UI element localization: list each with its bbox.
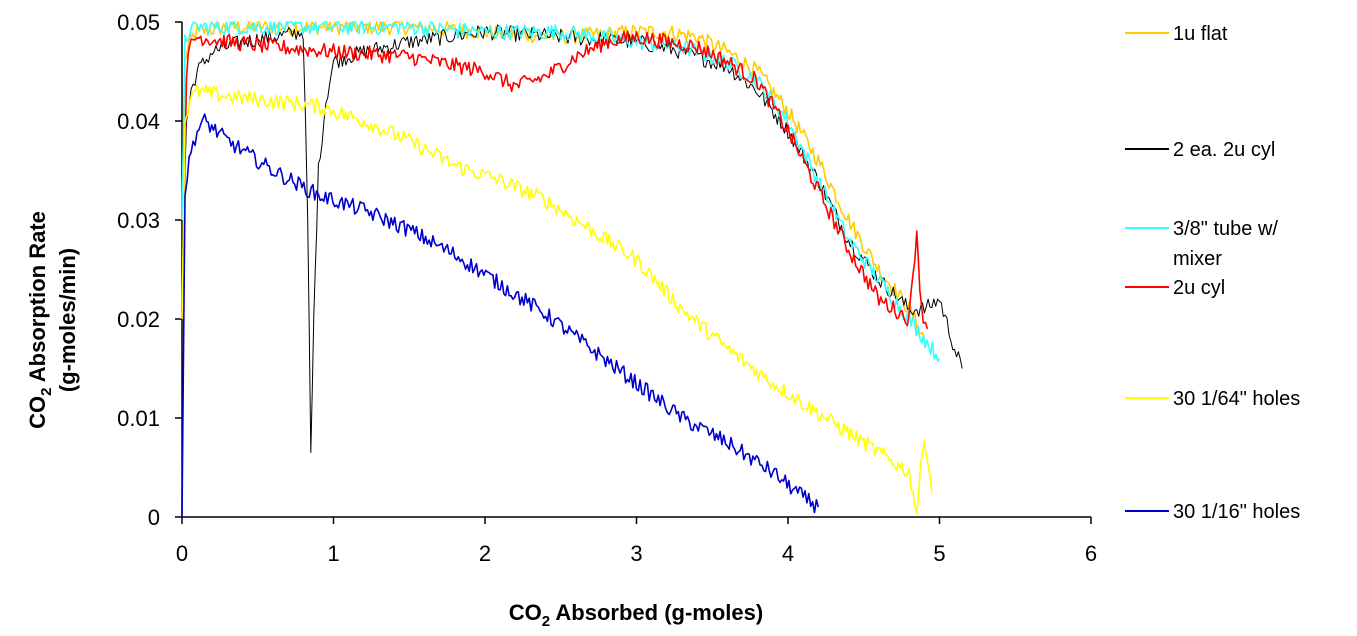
axes: [175, 21, 1092, 524]
x-axis-title: CO2 Absorbed (g-moles): [509, 600, 763, 630]
series-line-3: [181, 30, 929, 330]
legend-label: 30 1/16" holes: [1173, 501, 1300, 523]
y-tick-label: 0.05: [117, 10, 160, 35]
series-3: [181, 30, 929, 330]
tick-labels: 0 1 2 3 4 5 6 0 0.01 0.02 0.03 0.04 0.05: [117, 10, 1097, 566]
legend: 1u flat 2 ea. 2u cyl 3/8" tube w/mixer 2u c…: [1125, 23, 1300, 523]
x-tick-label: 3: [630, 541, 642, 566]
legend-label: 30 1/64" holes: [1173, 388, 1300, 410]
series-line-4: [181, 83, 933, 515]
y-axis-title-line1-post: Absorption Rate: [25, 211, 50, 387]
legend-item-3: 2u cyl: [1125, 277, 1225, 299]
x-tick-label: 6: [1085, 541, 1097, 566]
x-axis-title-post: Absorbed (g-moles): [550, 600, 763, 625]
y-tick-label: 0.04: [117, 109, 160, 134]
legend-item-2: 3/8" tube w/mixer: [1125, 218, 1278, 270]
legend-item-0: 1u flat: [1125, 23, 1228, 45]
svg-text:CO2 Absorption Rate: CO2 Absorption Rate: [25, 211, 55, 429]
series-line-1: [181, 24, 963, 454]
y-tick-label: 0.02: [117, 307, 160, 332]
series-line-5: [181, 113, 820, 518]
series-4: [181, 83, 933, 515]
legend-item-5: 30 1/16" holes: [1125, 501, 1300, 523]
y-axis-title-line2: (g-moles/min): [55, 248, 80, 392]
legend-item-1: 2 ea. 2u cyl: [1125, 139, 1275, 161]
legend-item-4: 30 1/64" holes: [1125, 388, 1300, 410]
series-1: [181, 24, 963, 454]
y-axis-title-line1-sub: 2: [38, 388, 55, 396]
x-tick-label: 5: [933, 541, 945, 566]
x-tick-label: 1: [327, 541, 339, 566]
legend-label: mixer: [1173, 248, 1222, 270]
x-axis-title-pre: CO: [509, 600, 542, 625]
legend-label: 2 ea. 2u cyl: [1173, 139, 1275, 161]
legend-label: 2u cyl: [1173, 277, 1225, 299]
y-axis-title: CO2 Absorption Rate (g-moles/min): [25, 211, 80, 429]
series-5: [181, 113, 820, 518]
y-tick-label: 0: [148, 505, 160, 530]
y-tick-label: 0.03: [117, 208, 160, 233]
x-tick-label: 0: [176, 541, 188, 566]
y-axis-title-line1-pre: CO: [25, 396, 50, 429]
legend-label: 1u flat: [1173, 23, 1228, 45]
x-tick-label: 4: [782, 541, 794, 566]
x-axis-title-sub: 2: [542, 613, 550, 630]
legend-label: 3/8" tube w/: [1173, 218, 1278, 240]
series-2: [181, 21, 941, 363]
series-line-2: [181, 21, 941, 363]
x-tick-label: 2: [479, 541, 491, 566]
y-tick-label: 0.01: [117, 406, 160, 431]
plot-area: [181, 21, 963, 518]
